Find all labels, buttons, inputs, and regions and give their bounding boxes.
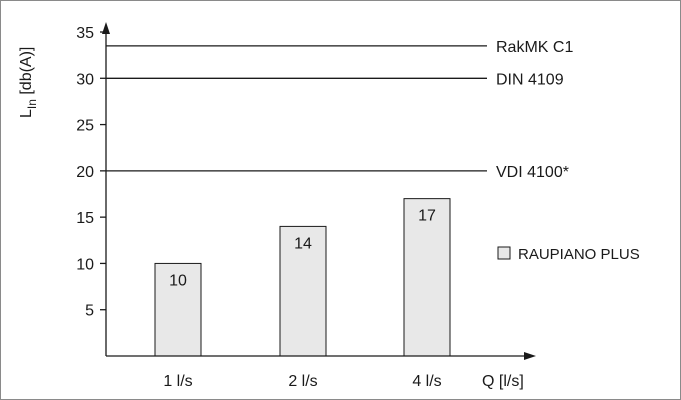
y-axis-title-unit: [db(A)] [18, 47, 35, 99]
legend-swatch [497, 246, 511, 260]
y-tick-label: 20 [76, 164, 94, 181]
y-tick-label: 30 [76, 71, 94, 88]
x-category-label: 2 l/s [288, 373, 317, 390]
y-axis-title: LIn [db(A)] [18, 47, 39, 118]
y-axis-title-sub: In [25, 99, 39, 109]
y-tick-label: 10 [76, 256, 94, 273]
x-axis-title: Q [l/s] [482, 373, 524, 390]
x-category-label: 1 l/s [163, 373, 192, 390]
bar-data-label: 10 [169, 272, 187, 289]
y-tick-label: 15 [76, 210, 94, 227]
legend-label: RAUPIANO PLUS [518, 246, 640, 263]
y-tick-label: 35 [76, 25, 94, 42]
axes [102, 22, 536, 360]
y-tick-label: 25 [76, 118, 94, 135]
y-ticks: 5 10 15 20 25 30 35 [76, 25, 106, 320]
bar-data-label: 14 [294, 235, 312, 252]
bar [279, 225, 327, 357]
x-category-label: 4 l/s [412, 373, 441, 390]
category-labels: 1 l/s 2 l/s 4 l/s [163, 373, 441, 390]
x-axis-arrow [524, 352, 536, 360]
reference-line-label: DIN 4109 [496, 71, 564, 88]
y-axis-title-main: L [18, 109, 35, 118]
legend: RAUPIANO PLUS [497, 246, 640, 263]
bars: 10 14 17 [154, 198, 451, 357]
reference-line-label: RakMK C1 [496, 39, 573, 56]
reference-line-label: VDI 4100* [496, 164, 569, 181]
bar [154, 262, 202, 357]
y-tick-label: 5 [85, 303, 94, 320]
reference-lines: RakMK C1 DIN 4109 VDI 4100* [106, 39, 573, 181]
bar-data-label: 17 [418, 208, 436, 225]
y-axis-arrow [102, 22, 110, 34]
